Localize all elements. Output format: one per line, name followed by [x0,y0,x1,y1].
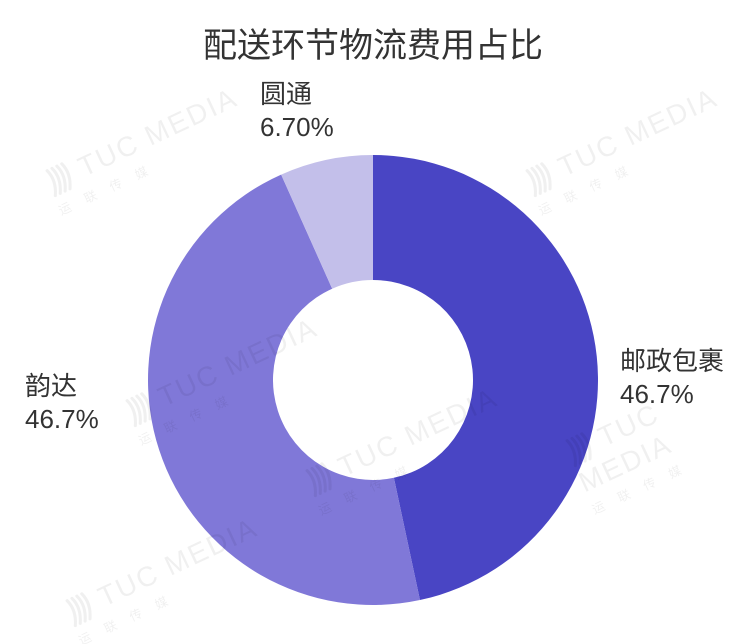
slice-label-pct: 46.7% [25,403,99,436]
slice-label-pct: 46.7% [620,378,724,411]
donut-chart [0,0,746,644]
slice-label-name: 圆通 [260,78,334,111]
slice-label-name: 韵达 [25,370,99,403]
pie-slice [373,155,598,600]
slice-label-name: 邮政包裹 [620,345,724,378]
slice-label: 韵达46.7% [25,370,99,435]
slice-label: 圆通6.70% [260,78,334,143]
slice-label: 邮政包裹46.7% [620,345,724,410]
slice-label-pct: 6.70% [260,111,334,144]
